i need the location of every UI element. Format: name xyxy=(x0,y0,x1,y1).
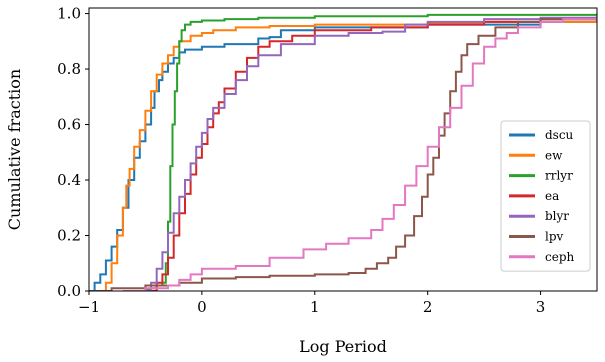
legend-label-blyr: blyr xyxy=(545,209,569,223)
y-tick-label: 1.0 xyxy=(57,5,81,23)
series-line-ea xyxy=(145,16,597,291)
legend: dscu ew rrlyr ea blyr lpv ceph xyxy=(500,120,591,272)
legend-label-lpv: lpv xyxy=(545,230,564,244)
y-tick-label: 0.6 xyxy=(57,116,81,134)
legend-label-dscu: dscu xyxy=(545,128,574,142)
y-tick-label: 0.8 xyxy=(57,60,81,78)
series-line-blyr xyxy=(139,16,597,291)
x-tick-label: 1 xyxy=(310,298,320,316)
series-line-ceph xyxy=(122,16,597,291)
ticks-layer: −1 0 1 2 3 0.0 0.2 0.4 0.6 0.8 1.0 xyxy=(57,5,545,316)
x-tick-label: −1 xyxy=(78,298,100,316)
y-axis-label: Cumulative fraction xyxy=(5,69,24,230)
y-tick-label: 0.2 xyxy=(57,227,81,245)
y-tick-label: 0.4 xyxy=(57,171,81,189)
y-tick-label: 0.0 xyxy=(57,282,81,300)
legend-label-rrlyr: rrlyr xyxy=(545,169,573,183)
x-tick-label: 2 xyxy=(423,298,433,316)
series-line-ew xyxy=(100,20,597,291)
series-line-lpv xyxy=(89,16,597,291)
legend-label-ew: ew xyxy=(545,148,563,162)
legend-label-ceph: ceph xyxy=(545,250,575,264)
x-tick-label: 0 xyxy=(197,298,207,316)
x-tick-label: 3 xyxy=(536,298,546,316)
x-axis-label: Log Period xyxy=(299,337,387,356)
plot-frame xyxy=(88,7,598,292)
legend-label-ea: ea xyxy=(545,189,559,203)
legend-box xyxy=(500,120,591,272)
series-layer xyxy=(89,13,597,291)
